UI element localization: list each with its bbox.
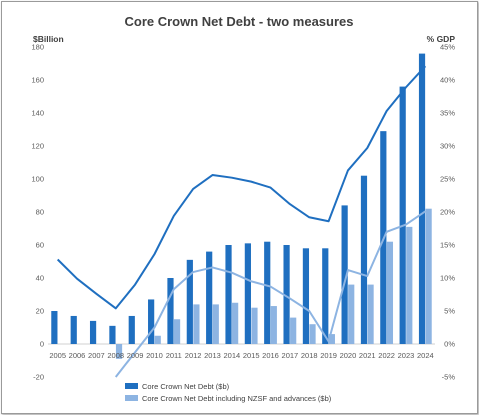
bar-net-debt-nzsf-2024 (425, 208, 432, 344)
x-tick-label: 2006 (69, 351, 86, 360)
left-tick-label: 40 (36, 274, 44, 283)
x-tick-label: 2018 (301, 351, 318, 360)
x-tick-label: 2009 (127, 351, 144, 360)
x-tick-label: 2008 (107, 351, 124, 360)
legend-label-net-debt: Core Crown Net Debt ($b) (142, 382, 230, 391)
x-tick-label: 2019 (320, 351, 337, 360)
right-tick-label: 30% (440, 142, 455, 151)
right-tick-label: 25% (440, 175, 455, 184)
right-tick-label: 20% (440, 208, 455, 217)
left-axis-ticks: -20 0 20 40 60 80 100 120 140 160 180 (31, 43, 44, 382)
bar-net-debt-nzsf-2017 (290, 317, 297, 344)
x-tick-label: 2017 (282, 351, 299, 360)
left-tick-label: 180 (31, 43, 44, 52)
bar-net-debt-nzsf-2019 (328, 334, 335, 344)
right-tick-label: 0% (444, 340, 455, 349)
bar-net-debt-nzsf-2012 (193, 304, 200, 344)
right-tick-label: 5% (444, 307, 455, 316)
x-tick-label: 2005 (49, 351, 66, 360)
right-tick-label: 10% (440, 274, 455, 283)
left-tick-label: 60 (36, 241, 44, 250)
line-net-debt-pct-gdp (56, 65, 427, 310)
x-tick-label: 2012 (185, 351, 202, 360)
left-tick-label: -20 (33, 373, 44, 382)
x-tick-label: 2010 (146, 351, 163, 360)
bars-layer (51, 53, 432, 359)
legend-label-net-debt-nzsf: Core Crown Net Debt including NZSF and a… (142, 394, 332, 403)
bar-net-debt-nzsf-2010 (154, 335, 161, 344)
bar-net-debt-2015 (244, 243, 251, 344)
x-tick-label: 2013 (204, 351, 221, 360)
bar-net-debt-nzsf-2018 (309, 324, 316, 344)
bar-net-debt-nzsf-2014 (232, 302, 239, 344)
line-net-debt-nzsf-pct-gdp (114, 210, 426, 378)
right-tick-label: 35% (440, 109, 455, 118)
x-tick-label: 2024 (417, 351, 434, 360)
legend: Core Crown Net Debt ($b) Core Crown Net … (125, 382, 332, 403)
right-tick-label: 40% (440, 76, 455, 85)
bar-net-debt-2012 (186, 259, 193, 344)
x-tick-label: 2011 (166, 351, 182, 360)
bar-net-debt-2019 (322, 248, 329, 344)
x-tick-label: 2021 (359, 351, 376, 360)
bar-net-debt-2007 (89, 320, 97, 344)
bar-net-debt-2023 (399, 86, 406, 344)
bar-net-debt-nzsf-2021 (367, 284, 374, 344)
x-tick-label: 2014 (223, 351, 240, 360)
bar-net-debt-2005 (51, 311, 58, 344)
left-tick-label: 80 (36, 208, 44, 217)
left-tick-label: 100 (31, 175, 44, 184)
bar-net-debt-2016 (264, 241, 271, 344)
legend-swatch-net-debt-nzsf (125, 395, 138, 401)
right-axis-title: % GDP (427, 34, 456, 44)
right-tick-label: 45% (440, 43, 455, 52)
left-tick-label: 120 (31, 142, 44, 151)
bar-net-debt-nzsf-2015 (251, 307, 258, 344)
right-tick-label: 15% (440, 241, 455, 250)
legend-swatch-net-debt (125, 383, 138, 389)
bar-net-debt-2013 (206, 251, 213, 344)
bar-net-debt-2009 (128, 315, 135, 344)
bar-net-debt-2020 (341, 205, 348, 344)
x-tick-label: 2016 (262, 351, 279, 360)
lines-layer (56, 65, 427, 378)
x-tick-label: 2015 (243, 351, 260, 360)
bar-net-debt-nzsf-2022 (386, 241, 394, 344)
bar-net-debt-2017 (283, 245, 290, 344)
bar-net-debt-nzsf-2013 (212, 304, 219, 344)
bar-net-debt-nzsf-2011 (173, 319, 181, 344)
x-tick-label: 2023 (398, 351, 415, 360)
left-tick-label: 140 (31, 109, 44, 118)
left-axis-title: $Billion (33, 34, 64, 44)
x-tick-label: 2020 (340, 351, 357, 360)
bar-net-debt-nzsf-2023 (406, 226, 413, 344)
x-axis-ticks: 2005 2006 2007 2008 2009 2010 2011 2012 2013 2014… (49, 351, 433, 360)
x-tick-label: 2022 (378, 351, 395, 360)
x-tick-label: 2007 (88, 351, 105, 360)
bar-net-debt-2014 (225, 245, 232, 344)
bar-net-debt-2011 (167, 278, 174, 344)
bar-net-debt-2006 (70, 315, 77, 344)
left-tick-label: 160 (31, 76, 44, 85)
left-tick-label: 0 (40, 340, 44, 349)
bar-net-debt-nzsf-2020 (348, 284, 355, 344)
left-tick-label: 20 (36, 307, 44, 316)
bar-net-debt-2010 (148, 299, 155, 344)
bar-net-debt-2024 (418, 53, 426, 344)
bar-net-debt-2018 (302, 248, 310, 344)
right-tick-label: -5% (442, 373, 456, 382)
bar-net-debt-2008 (109, 325, 116, 344)
bar-net-debt-nzsf-2008 (115, 344, 123, 359)
chart-title: Core Crown Net Debt - two measures (125, 14, 354, 29)
right-axis-ticks: -5% 0% 5% 10% 15% 20% 25% 30% 35% 40% 45% (440, 43, 455, 382)
bar-net-debt-nzsf-2016 (270, 306, 277, 344)
bar-net-debt-2021 (360, 175, 368, 344)
